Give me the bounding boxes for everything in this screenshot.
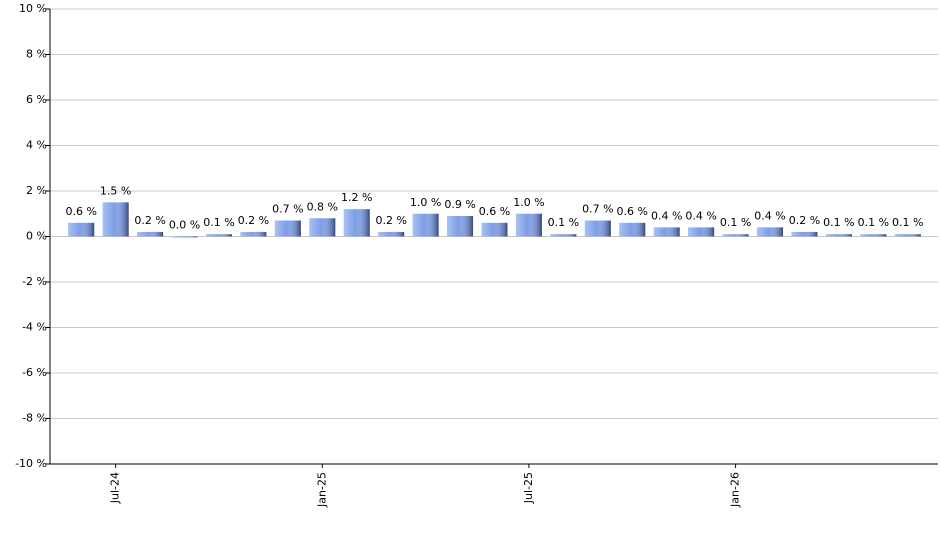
y-tick-label: -8 % bbox=[22, 412, 47, 425]
y-tick-label: -6 % bbox=[22, 366, 47, 379]
y-tick-label: 0 % bbox=[26, 230, 47, 243]
bar-shade bbox=[137, 231, 164, 237]
y-tick-label: 2 % bbox=[26, 184, 47, 197]
x-tick-label: Jul-24 bbox=[109, 472, 122, 504]
y-tick-label: 8 % bbox=[26, 48, 47, 61]
y-tick-label: -2 % bbox=[22, 275, 47, 288]
bar-shade bbox=[205, 234, 232, 237]
y-tick-label: 6 % bbox=[26, 93, 47, 106]
data-label: 0.6 % bbox=[479, 205, 510, 218]
data-label: 0.7 % bbox=[272, 203, 303, 216]
data-label: 0.9 % bbox=[444, 198, 475, 211]
bar-shade bbox=[825, 234, 852, 237]
data-label: 0.2 % bbox=[789, 214, 820, 227]
bar-shade bbox=[274, 220, 301, 237]
bar-shade bbox=[68, 222, 95, 237]
data-label: 0.2 % bbox=[238, 214, 269, 227]
bar-shade bbox=[171, 236, 198, 238]
bar-shade bbox=[447, 216, 474, 237]
bar-shade bbox=[722, 234, 749, 237]
data-label: 0.1 % bbox=[892, 216, 923, 229]
data-label: 0.7 % bbox=[582, 203, 613, 216]
bar-shade bbox=[378, 231, 405, 237]
y-tick-label: 10 % bbox=[19, 2, 47, 15]
data-label: 1.5 % bbox=[100, 184, 131, 197]
bar-shade bbox=[481, 222, 508, 237]
data-label: 0.2 % bbox=[134, 214, 165, 227]
y-tick-label: 4 % bbox=[26, 139, 47, 152]
data-label: 1.0 % bbox=[513, 196, 544, 209]
bar-shade bbox=[515, 213, 542, 237]
bar-shade bbox=[894, 234, 921, 237]
bar-shade bbox=[343, 209, 370, 237]
bar-shade bbox=[791, 231, 818, 237]
data-label: 0.0 % bbox=[169, 219, 200, 232]
data-label: 0.4 % bbox=[685, 209, 716, 222]
data-label: 1.2 % bbox=[341, 191, 372, 204]
data-label: 1.0 % bbox=[410, 196, 441, 209]
bar-shade bbox=[584, 220, 611, 237]
y-tick-label: -4 % bbox=[22, 321, 47, 334]
data-label: 0.8 % bbox=[307, 200, 338, 213]
data-label: 0.1 % bbox=[203, 216, 234, 229]
bar-shade bbox=[309, 218, 336, 237]
bar-shade bbox=[412, 213, 439, 237]
bar-shade bbox=[653, 227, 680, 237]
data-label: 0.6 % bbox=[65, 205, 96, 218]
y-tick-label: -10 % bbox=[15, 457, 47, 470]
bar-shade bbox=[619, 222, 646, 237]
data-label: 0.1 % bbox=[823, 216, 854, 229]
bar-shade bbox=[550, 234, 577, 237]
bar-shade bbox=[240, 231, 267, 237]
data-label: 0.4 % bbox=[651, 209, 682, 222]
bar-shade bbox=[860, 234, 887, 237]
x-tick-label: Jul-25 bbox=[522, 472, 535, 504]
data-label: 0.1 % bbox=[720, 216, 751, 229]
data-label: 0.1 % bbox=[548, 216, 579, 229]
x-tick-label: Jan-25 bbox=[315, 472, 328, 508]
bar-shade bbox=[102, 202, 129, 237]
bar-shade bbox=[688, 227, 715, 237]
data-label: 0.2 % bbox=[375, 214, 406, 227]
data-label: 0.6 % bbox=[617, 205, 648, 218]
data-label: 0.1 % bbox=[858, 216, 889, 229]
data-label: 0.4 % bbox=[754, 209, 785, 222]
x-tick-label: Jan-26 bbox=[729, 472, 742, 508]
bar-shade bbox=[757, 227, 784, 237]
